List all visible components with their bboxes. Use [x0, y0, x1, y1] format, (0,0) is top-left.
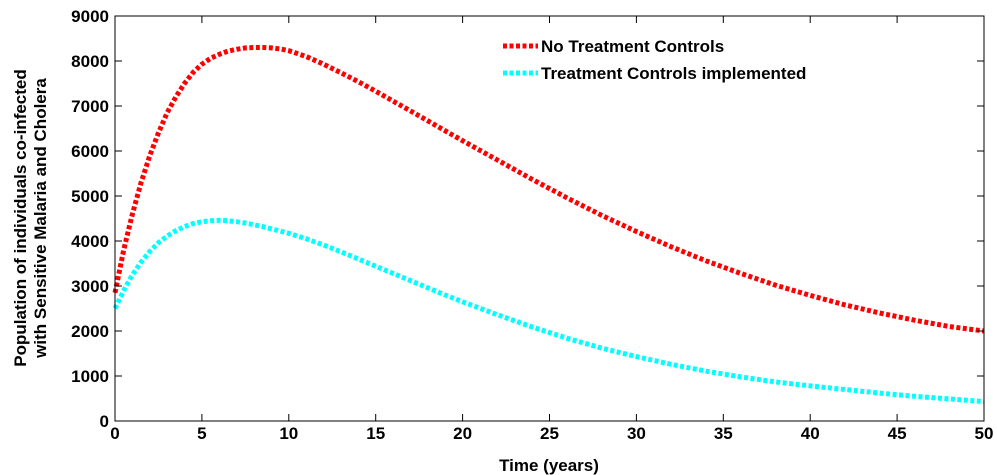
- plot-area: [115, 16, 984, 421]
- x-tick-labels: 0 5 10 15 20 25 30 35 40 45 50: [110, 424, 993, 443]
- y-tick-label: 7000: [71, 97, 109, 116]
- x-axis-label: Time (years): [499, 456, 599, 475]
- y-tick-label: 1000: [71, 367, 109, 386]
- legend-label-no-treatment: No Treatment Controls: [541, 37, 724, 56]
- legend: No Treatment Controls Treatment Controls…: [503, 37, 806, 83]
- y-tick-label: 4000: [71, 232, 109, 251]
- y-tick-label: 8000: [71, 52, 109, 71]
- series-line-no-treatment: [112, 45, 985, 334]
- y-axis-label-line-2: with Sensitive Malaria and Cholera: [31, 78, 50, 359]
- ticks-layer: [114, 15, 985, 422]
- y-tick-label: 6000: [71, 142, 109, 161]
- x-tick-label: 40: [801, 424, 820, 443]
- x-tick-label: 20: [453, 424, 472, 443]
- y-tick-label: 9000: [71, 7, 109, 26]
- series-line-treatment: [112, 217, 985, 405]
- y-tick-labels: 0 1000 2000 3000 4000 5000 6000 7000 8000 9000: [71, 7, 109, 431]
- y-axis-label: Population of individuals co-infected wi…: [11, 69, 50, 367]
- x-tick-label: 30: [627, 424, 646, 443]
- y-tick-label: 3000: [71, 277, 109, 296]
- x-tick-label: 15: [366, 424, 385, 443]
- x-tick-label: 35: [714, 424, 733, 443]
- x-tick-label: 45: [888, 424, 907, 443]
- x-tick-label: 0: [110, 424, 119, 443]
- y-axis-label-line-1: Population of individuals co-infected: [11, 69, 30, 367]
- legend-label-treatment: Treatment Controls implemented: [541, 64, 806, 83]
- x-tick-label: 10: [279, 424, 298, 443]
- y-tick-label: 0: [100, 412, 109, 431]
- x-tick-label: 25: [540, 424, 559, 443]
- x-tick-label: 50: [975, 424, 994, 443]
- series-layer: [112, 45, 985, 405]
- y-tick-label: 5000: [71, 187, 109, 206]
- x-tick-label: 5: [197, 424, 206, 443]
- y-tick-label: 2000: [71, 322, 109, 341]
